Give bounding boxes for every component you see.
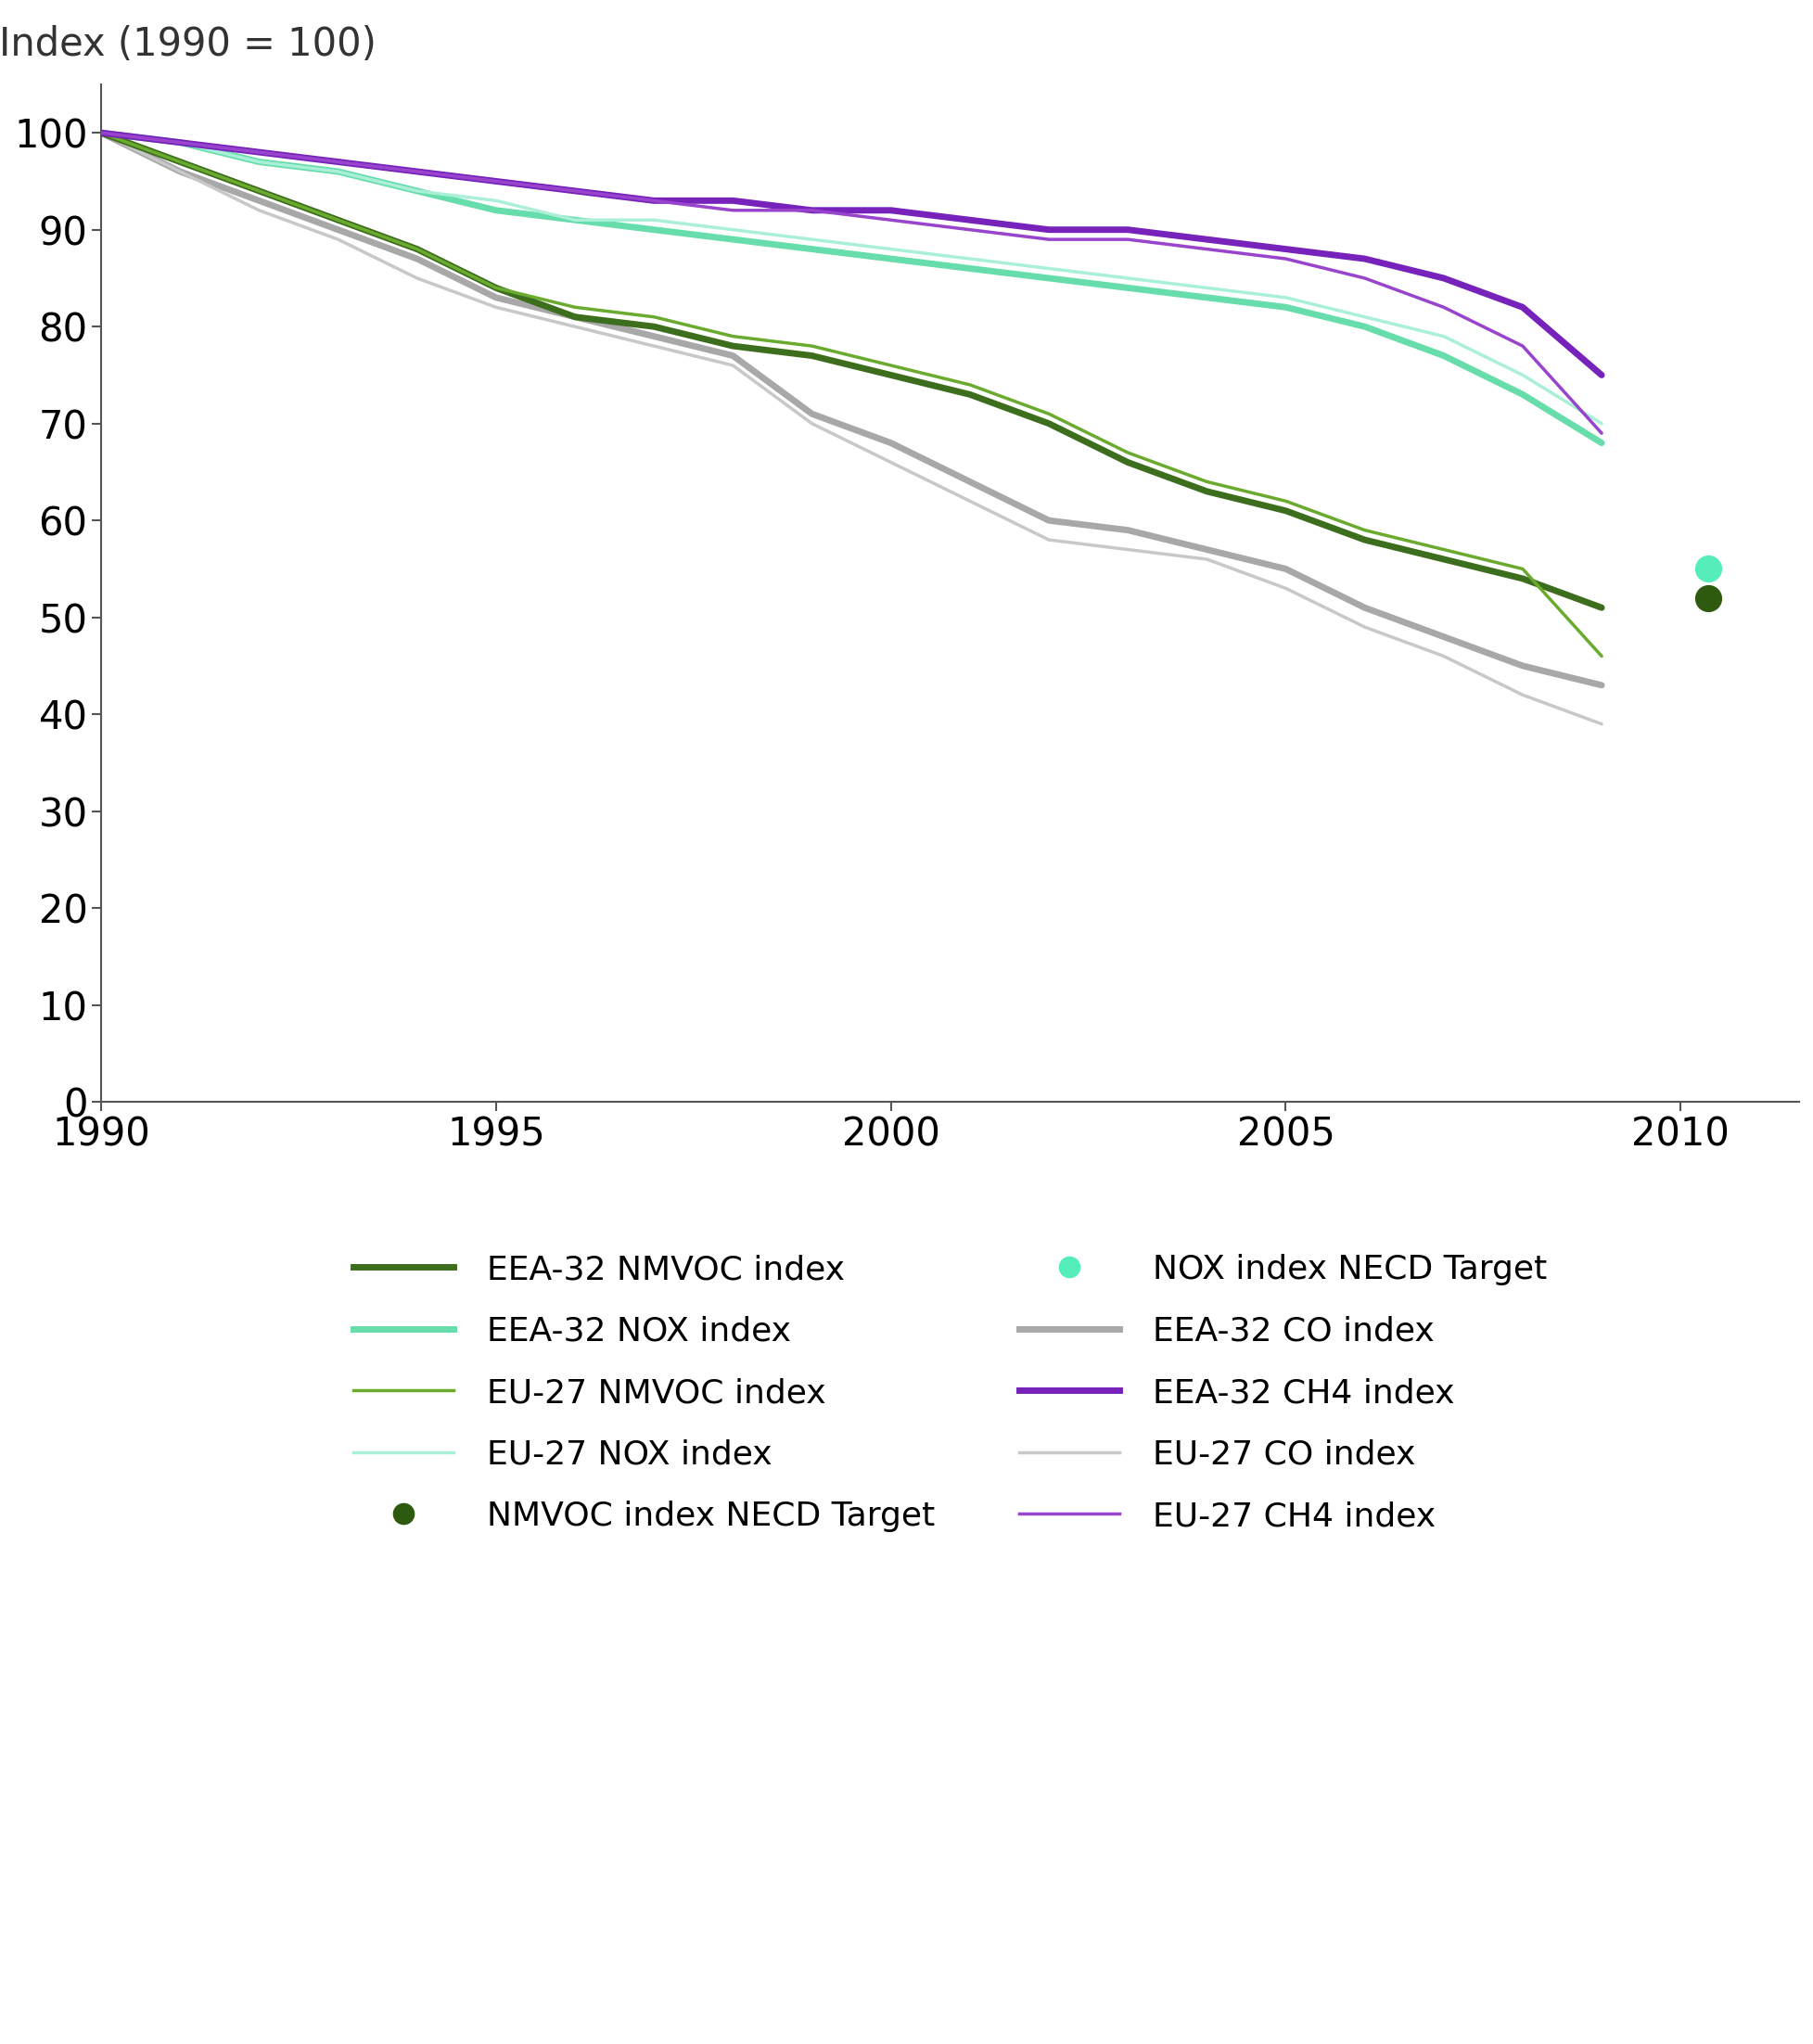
Legend: EEA-32 NMVOC index, EEA-32 NOX index, EU-27 NMVOC index, EU-27 NOX index, NMVOC : EEA-32 NMVOC index, EEA-32 NOX index, EU… (319, 1220, 1581, 1566)
Point (1693, 552, 1722, 585)
Text: Index (1990 = 100): Index (1990 = 100) (0, 25, 377, 63)
Point (1693, 583, 1722, 615)
